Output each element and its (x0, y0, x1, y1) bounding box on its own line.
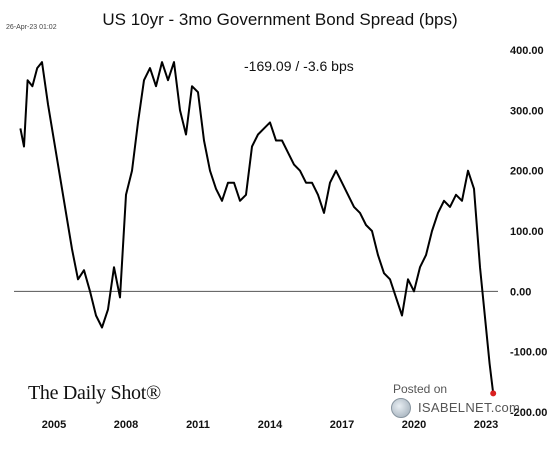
y-axis-tick-labels: 400.00 300.00 200.00 100.00 0.00 -100.00 -200.… (510, 45, 547, 419)
x-tick-label-2020: 2020 (402, 419, 426, 431)
x-tick-label-2023: 2023 (474, 419, 498, 431)
x-axis-tick-labels: 2005 2008 2011 2014 2017 2020 2023 (42, 419, 498, 431)
globe-icon (391, 398, 411, 418)
x-tick-label-2011: 2011 (186, 419, 210, 431)
y-tick-label-200.00: 200.00 (510, 166, 544, 178)
x-tick-label-2005: 2005 (42, 419, 66, 431)
x-tick-label-2017: 2017 (330, 419, 354, 431)
series-line (19, 61, 495, 394)
y-tick-label--100.00: -100.00 (510, 347, 547, 359)
x-tick-label-2008: 2008 (114, 419, 138, 431)
x-tick-label-2014: 2014 (258, 419, 283, 431)
last-point-marker (490, 390, 497, 397)
y-tick-label-300.00: 300.00 (510, 105, 544, 117)
y-tick-label-400.00: 400.00 (510, 45, 544, 57)
watermark-posted-on: Posted on (393, 382, 448, 396)
watermark-site: ISABELNET.com (418, 400, 521, 415)
y-tick-label-100.00: 100.00 (510, 226, 544, 238)
timestamp: 26-Apr-23 01:02 (6, 24, 57, 31)
chart-title: US 10yr - 3mo Government Bond Spread (bp… (102, 10, 458, 29)
y-tick-label-0.00: 0.00 (510, 286, 531, 298)
latest-value-readout: -169.09 / -3.6 bps (244, 58, 354, 74)
daily-shot-logo: The Daily Shot® (28, 382, 161, 404)
y-tick-label--200.00: -200.00 (510, 407, 547, 419)
